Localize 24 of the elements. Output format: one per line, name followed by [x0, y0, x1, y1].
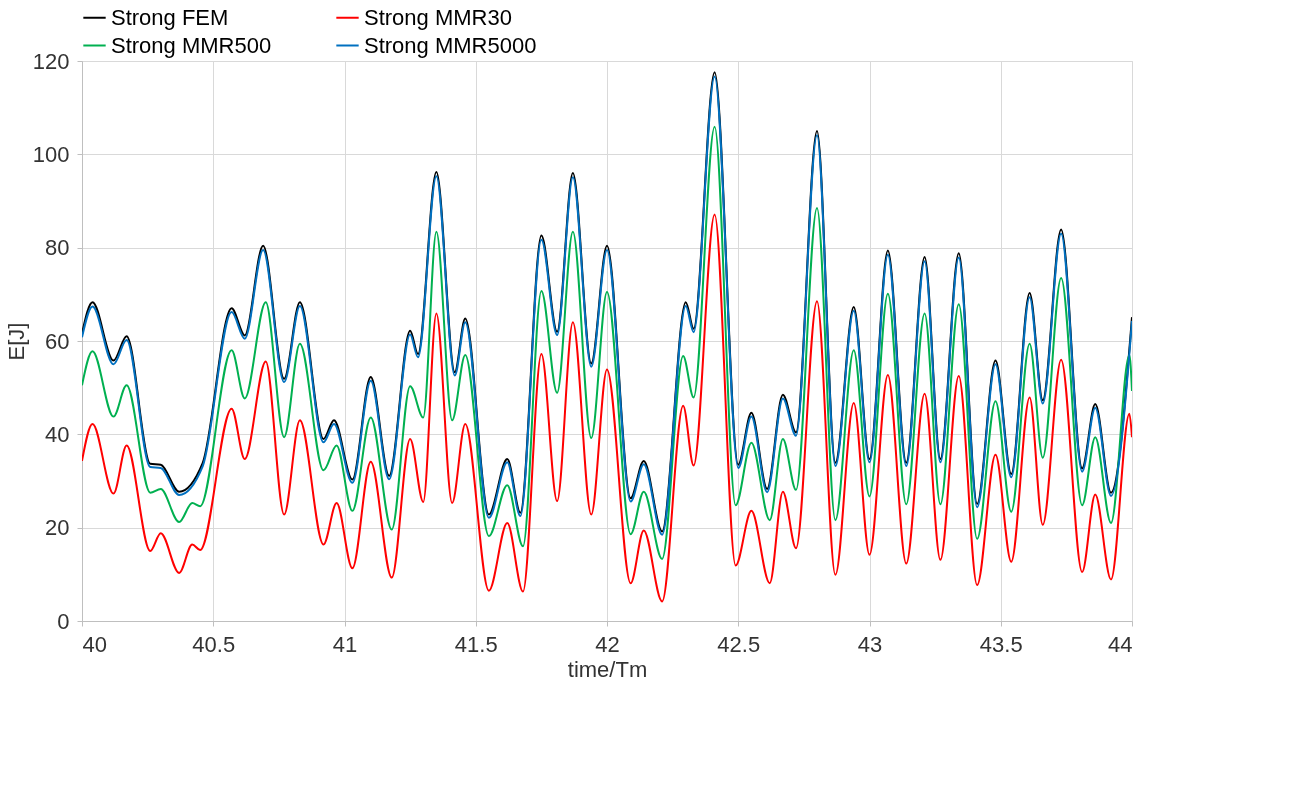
x-tick-label: 44	[1108, 631, 1133, 657]
y-tick-label: 80	[45, 235, 70, 261]
x-tick-label: 40.5	[192, 631, 236, 657]
x-tick-label: 43	[857, 631, 883, 657]
y-tick-label: 120	[32, 48, 70, 74]
x-axis-title: time/Tm	[567, 656, 648, 682]
legend-label: Strong FEM	[111, 4, 229, 30]
legend-label: Strong MMR500	[111, 32, 272, 58]
legend-label: Strong MMR5000	[364, 32, 537, 58]
y-tick-label: 40	[45, 421, 70, 447]
x-tick-label: 41.5	[454, 631, 498, 657]
x-tick-label: 41	[332, 631, 358, 657]
y-axis-title: E[J]	[3, 322, 29, 361]
legend-label: Strong MMR30	[364, 4, 512, 30]
y-tick-label: 100	[32, 141, 70, 167]
x-tick-label: 42	[595, 631, 620, 657]
y-tick-label: 0	[57, 608, 70, 634]
y-tick-label: 20	[45, 515, 70, 541]
x-tick-label: 42.5	[717, 631, 761, 657]
x-tick-label: 40	[82, 631, 107, 657]
x-tick-label: 43.5	[979, 631, 1023, 657]
line-series	[82, 213, 1132, 603]
line-series	[82, 125, 1132, 560]
y-tick-label: 60	[45, 328, 70, 354]
